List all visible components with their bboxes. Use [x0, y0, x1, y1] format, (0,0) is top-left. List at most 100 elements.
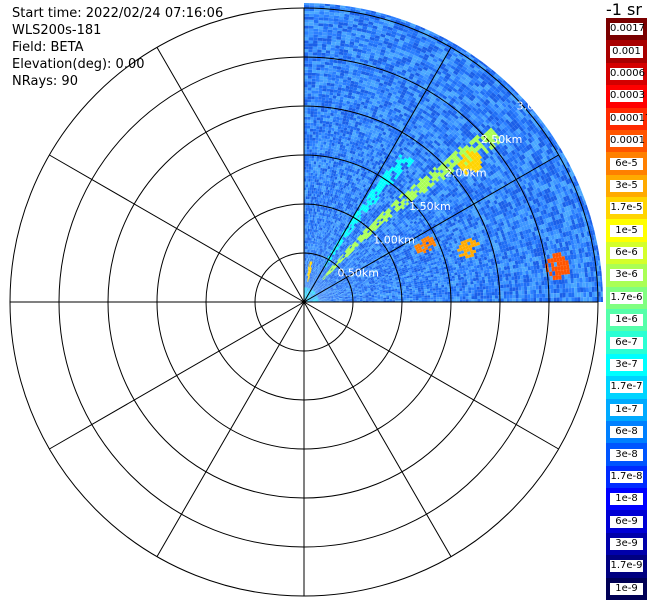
data-cell	[353, 114, 358, 119]
data-cell	[321, 159, 325, 163]
data-cell	[320, 197, 323, 201]
data-cell	[342, 213, 346, 217]
data-cell	[324, 171, 327, 175]
data-cell	[386, 143, 391, 148]
data-cell	[313, 274, 315, 278]
data-cell	[332, 221, 335, 226]
data-cell	[364, 124, 369, 128]
data-cell	[331, 71, 337, 75]
data-cell	[402, 105, 408, 110]
data-cell	[313, 235, 315, 239]
data-cell	[338, 199, 342, 203]
data-cell	[307, 78, 312, 82]
data-cell	[335, 232, 338, 236]
data-cell	[326, 254, 329, 258]
data-cell	[322, 218, 325, 223]
data-cell	[325, 126, 329, 131]
data-cell	[397, 99, 402, 104]
data-cell	[321, 156, 325, 160]
data-cell	[397, 80, 403, 85]
data-cell	[308, 228, 311, 232]
data-cell	[333, 170, 337, 174]
data-cell	[355, 203, 359, 207]
data-cell	[305, 290, 307, 294]
data-cell	[376, 157, 380, 162]
data-cell	[350, 207, 354, 212]
data-cell	[304, 110, 308, 114]
data-cell	[310, 169, 314, 173]
data-cell	[308, 267, 310, 271]
data-cell	[309, 276, 311, 280]
data-cell	[330, 133, 334, 137]
data-cell	[344, 194, 347, 199]
data-cell	[306, 284, 307, 288]
data-cell	[370, 135, 375, 140]
data-cell	[313, 259, 316, 263]
data-cell	[321, 221, 324, 225]
data-cell	[368, 138, 373, 143]
data-cell	[384, 100, 390, 105]
data-cell	[311, 264, 314, 268]
data-cell	[356, 181, 360, 185]
data-cell	[333, 131, 338, 135]
data-cell	[307, 291, 309, 294]
data-cell	[305, 254, 307, 258]
data-cell	[309, 276, 311, 280]
data-cell	[323, 174, 327, 178]
data-cell	[332, 151, 336, 156]
data-cell	[408, 27, 415, 33]
data-cell	[377, 155, 382, 160]
data-cell	[355, 183, 359, 188]
data-cell	[385, 87, 390, 93]
data-cell	[339, 212, 342, 216]
data-cell	[315, 185, 319, 189]
data-cell	[381, 140, 386, 145]
data-cell	[335, 220, 339, 224]
data-cell	[327, 29, 333, 34]
data-cell	[323, 141, 327, 145]
data-cell	[393, 88, 399, 93]
data-cell	[309, 285, 311, 289]
data-cell	[312, 196, 316, 200]
data-cell	[390, 96, 395, 101]
data-cell	[307, 255, 309, 259]
data-cell	[305, 284, 307, 288]
data-cell	[357, 67, 363, 71]
data-cell	[375, 112, 380, 117]
data-cell	[304, 293, 306, 297]
data-cell	[409, 72, 415, 78]
data-cell	[330, 199, 334, 204]
data-cell	[334, 80, 339, 85]
data-cell	[336, 30, 343, 35]
data-cell	[351, 53, 357, 58]
data-cell	[406, 33, 412, 38]
data-cell	[366, 106, 372, 111]
data-cell	[307, 225, 310, 229]
data-cell	[349, 150, 354, 154]
data-cell	[406, 68, 413, 73]
data-cell	[354, 96, 359, 101]
data-cell	[304, 43, 309, 47]
data-cell	[360, 173, 364, 177]
data-cell	[372, 165, 376, 170]
data-cell	[304, 10, 310, 14]
data-cell	[323, 117, 327, 122]
data-cell	[376, 63, 382, 68]
data-cell	[326, 153, 331, 158]
data-cell	[353, 205, 357, 210]
data-cell	[365, 121, 370, 126]
data-cell	[387, 101, 393, 106]
data-cell	[314, 214, 317, 218]
data-cell	[313, 262, 315, 266]
data-cell	[415, 89, 421, 94]
data-cell	[305, 246, 307, 250]
data-cell	[322, 182, 325, 187]
data-cell	[373, 163, 378, 168]
data-cell	[315, 72, 320, 77]
data-cell	[403, 41, 409, 46]
data-cell	[354, 15, 360, 20]
data-cell	[355, 149, 360, 153]
data-cell	[414, 91, 420, 97]
data-cell	[315, 265, 318, 269]
data-cell	[334, 239, 338, 243]
